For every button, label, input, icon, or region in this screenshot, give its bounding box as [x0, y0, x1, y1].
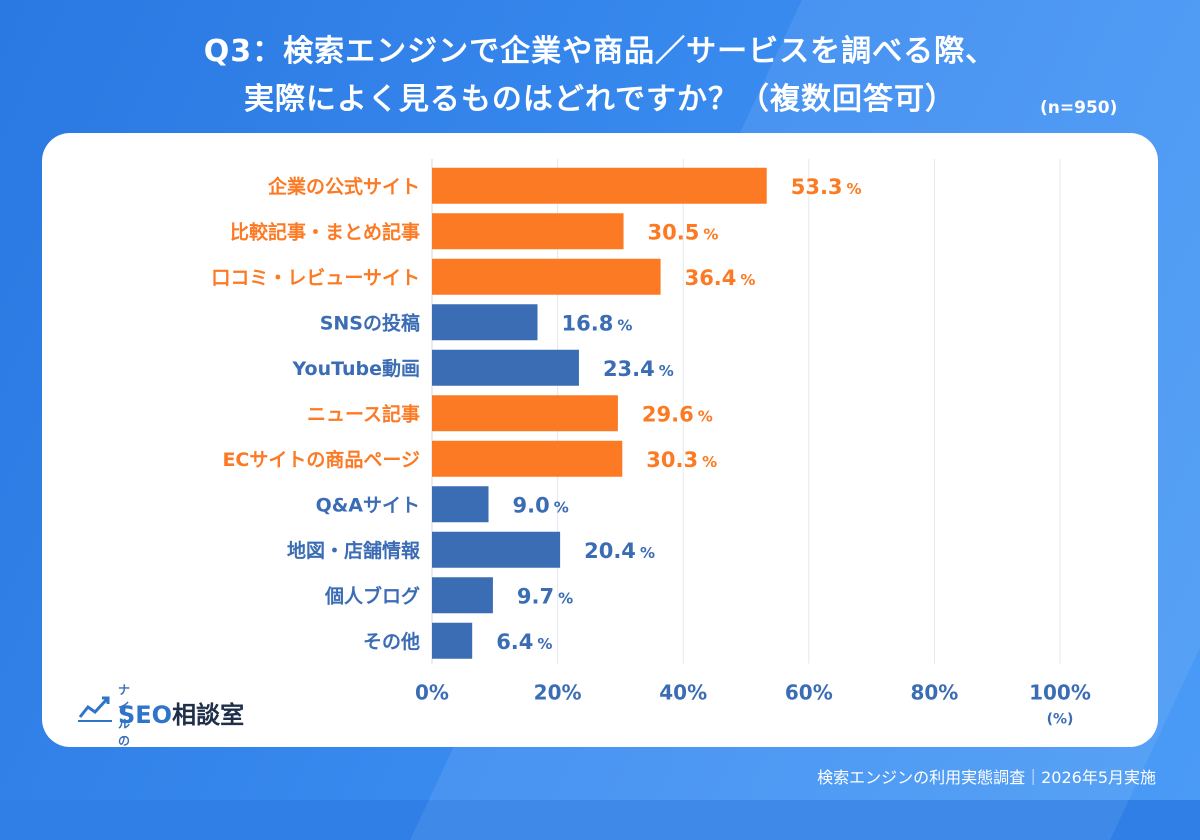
bar [432, 213, 624, 250]
bar [432, 531, 561, 568]
data-label: 16.8% [562, 311, 633, 335]
data-label: 9.7% [517, 584, 573, 608]
bar [432, 622, 473, 659]
data-label: 9.0% [513, 493, 569, 517]
x-tick-label: 100% [1029, 681, 1091, 705]
x-tick-label: 80% [910, 681, 958, 705]
logo-small-text: ナイルの [118, 683, 131, 748]
bar [432, 486, 489, 523]
bar [432, 167, 767, 204]
data-label: 6.4% [496, 630, 552, 654]
category-label: 地図・店舗情報 [287, 539, 421, 562]
footer-note: 検索エンジンの利用実態調査｜2026年5月実施 [817, 768, 1156, 787]
bar-chart: 企業の公式サイト 53.3 % 比較記事・まとめ記事 30.5 % 口コミ・レビューサイト 3… [211, 159, 1091, 728]
chart-title-line2: 実際によく見るものはどれですか？（複数回答可） [243, 82, 957, 117]
logo-main-text: SEO相談室 [118, 695, 244, 730]
x-tick-label: 60% [785, 681, 833, 705]
category-label: ニュース記事 [307, 402, 420, 425]
chart-card: 企業の公式サイト 53.3% 比較記事・まとめ記事 30.5% 口コミ・レビューサイト 3… [42, 133, 1158, 748]
sample-size-label: (n=950) [1040, 98, 1118, 118]
data-label: 36.4% [685, 266, 756, 290]
data-label: 23.4% [603, 357, 674, 381]
category-label: YouTube動画 [292, 358, 420, 380]
data-label: 20.4% [584, 539, 655, 563]
logo-seo: SEO [118, 701, 173, 729]
category-label: 企業の公式サイト [267, 175, 420, 198]
data-label: 29.6% [642, 402, 713, 426]
data-label: 53.3% [791, 175, 862, 199]
bar [432, 304, 538, 341]
data-label: 30.5% [648, 220, 719, 244]
category-label: ECサイトの商品ページ [222, 448, 420, 471]
category-label: 口コミ・レビューサイト [211, 267, 420, 289]
x-tick-label: 40% [659, 681, 707, 705]
chart-title-line1: Q3：検索エンジンで企業や商品／サービスを調べる際、 [203, 34, 997, 69]
category-label: SNSの投稿 [320, 311, 420, 334]
trend-line-icon [78, 696, 112, 722]
x-unit-label: (%) [1047, 712, 1074, 728]
x-tick-label: 20% [534, 681, 582, 705]
x-tick-label: 0% [415, 681, 449, 705]
data-label: 30.3% [646, 448, 717, 472]
category-label: その他 [363, 630, 420, 653]
category-label: Q&Aサイト [316, 494, 420, 516]
bar [432, 395, 618, 432]
logo-rest: 相談室 [172, 701, 245, 729]
category-label: 比較記事・まとめ記事 [230, 220, 420, 243]
bar [432, 577, 493, 614]
bar [432, 349, 579, 386]
category-label: 個人ブログ [324, 584, 420, 607]
bar [432, 258, 661, 295]
bar [432, 440, 623, 477]
